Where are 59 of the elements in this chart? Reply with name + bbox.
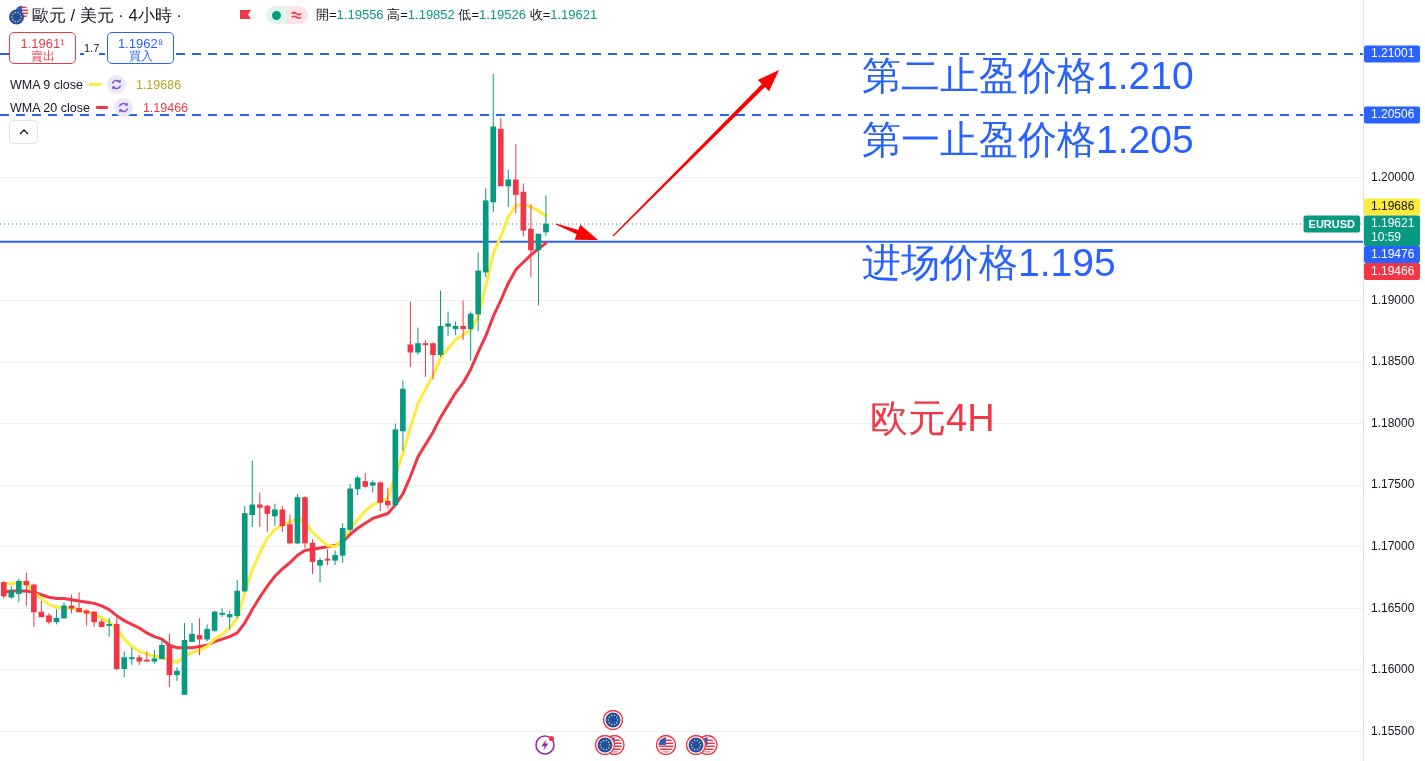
annotation: 賣出 — [29, 50, 56, 63]
annotation: 1.19466 — [142, 100, 189, 115]
candlestick — [159, 638, 165, 660]
text: 10:59 — [1371, 229, 1402, 244]
candlestick — [174, 666, 180, 682]
annotation: 第一止盈价格1.205 — [862, 117, 1194, 161]
candlestick — [415, 327, 421, 356]
buy-button: 1.1962⁸ 買入 — [107, 32, 174, 64]
candlestick — [422, 339, 429, 378]
annotation: 1.1962⁸ — [116, 36, 165, 51]
candlestick — [287, 514, 293, 545]
candlestick — [219, 607, 225, 618]
y-tick-label: 1.19000 — [1371, 292, 1415, 307]
candlestick — [430, 341, 436, 380]
candlestick — [505, 169, 512, 208]
annotation: 1.7 — [84, 42, 100, 55]
y-tick-label: 1.16500 — [1371, 600, 1415, 615]
candlestick — [460, 299, 466, 341]
candlestick — [407, 301, 414, 368]
annotation: 買入 — [127, 50, 154, 63]
ref-line-label: 1.20506 — [1371, 107, 1415, 122]
candlestick — [384, 487, 391, 510]
candlestick — [354, 474, 361, 496]
candlestick — [272, 503, 278, 527]
text: 1.19466 — [1371, 263, 1415, 278]
candlestick — [513, 143, 519, 214]
y-tick-label: 1.16000 — [1371, 662, 1415, 677]
ref-line-label: 1.19476 — [1371, 246, 1415, 261]
candlestick — [377, 480, 384, 512]
candlestick — [204, 623, 210, 643]
candlestick — [317, 557, 323, 583]
candlestick — [121, 650, 128, 678]
annotation: EURUSD — [1308, 217, 1356, 230]
ref-line-label: 1.21001 — [1371, 46, 1415, 61]
annotation: 欧元4H — [870, 397, 995, 440]
y-tick-label: 1.17000 — [1371, 539, 1415, 554]
y-tick-label: 1.18000 — [1371, 415, 1415, 430]
y-tick-label: 1.15500 — [1371, 723, 1415, 738]
legend-label: WMA 9 close — [10, 77, 83, 92]
legend-label: WMA 20 close — [10, 100, 90, 115]
y-tick-label: 1.18500 — [1371, 354, 1415, 369]
y-tick-label: 1.20000 — [1371, 169, 1415, 184]
annotation: 1.19686 — [135, 77, 182, 92]
text: 開=1.19556 高=1.19852 低=1.19526 收=1.19621 — [316, 7, 598, 23]
candlestick — [16, 578, 22, 603]
y-tick-label: 1.17500 — [1371, 477, 1415, 492]
candlestick — [189, 622, 195, 643]
candlestick — [144, 650, 150, 662]
candlestick — [279, 505, 286, 533]
candlestick — [445, 311, 451, 337]
chart-title: 歐元 / 美元 · 4小時 · — [32, 6, 182, 25]
ref-line-label: 1.19621 — [1371, 216, 1415, 231]
annotation: 1.1961¹ — [19, 36, 66, 51]
text: 1.19686 — [1371, 199, 1415, 214]
candlestick — [106, 617, 113, 638]
annotation: 第二止盈价格1.210 — [862, 53, 1194, 97]
annotation: 进场价格1.195 — [862, 240, 1116, 284]
sell-button: 1.1961¹ 賣出 — [9, 32, 76, 64]
candlestick — [332, 549, 338, 566]
